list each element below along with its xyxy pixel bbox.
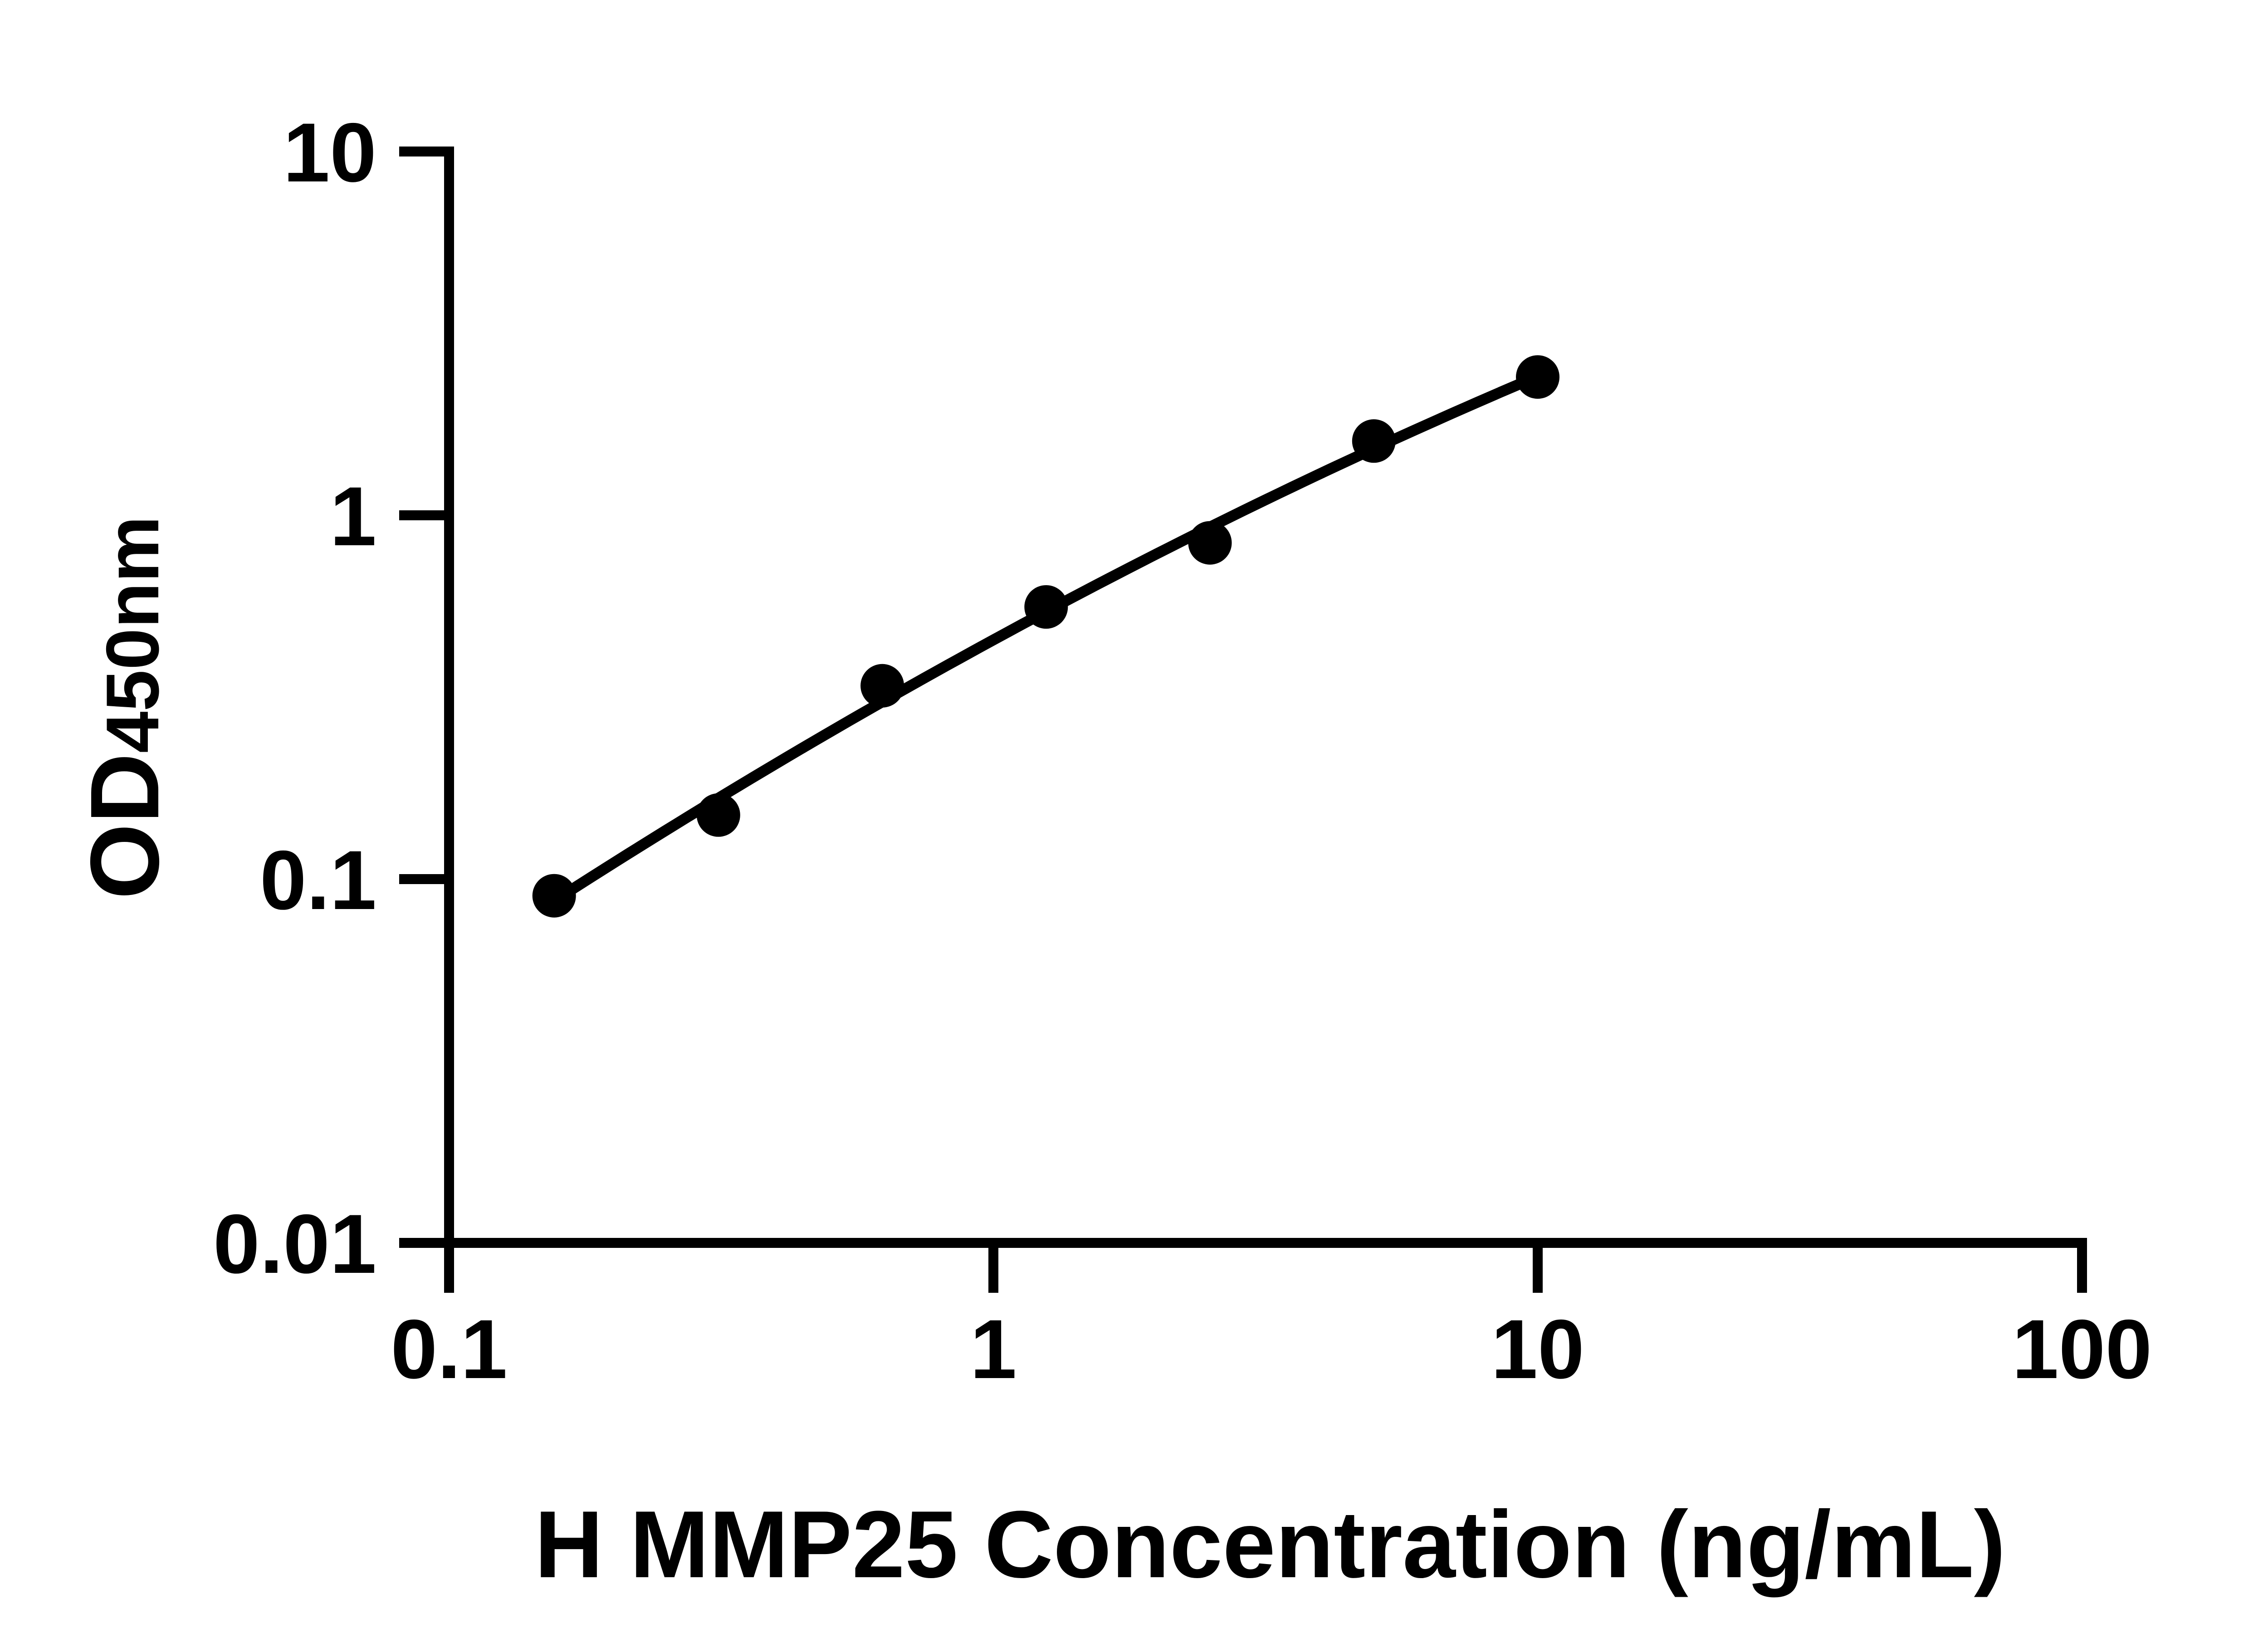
y-axis-title: OD450nm (57, 516, 225, 899)
data-point (696, 793, 740, 837)
x-tick-label-100: 100 (2012, 1303, 2152, 1396)
x-tick-label-1: 1 (970, 1303, 1017, 1396)
y-tick-label-0p01: 0.01 (213, 1198, 376, 1291)
y-tick-label-0p1: 0.1 (259, 834, 376, 927)
y-axis-title-main: OD (70, 753, 179, 900)
y-tick-label-10: 10 (283, 106, 376, 200)
data-point (1188, 521, 1232, 565)
data-point (860, 664, 904, 708)
data-point (532, 874, 576, 918)
x-axis-title: H MMP25 Concentration (ng/mL) (534, 1491, 2006, 1598)
data-point (1516, 355, 1559, 399)
data-point (1352, 419, 1396, 463)
data-point (1024, 585, 1068, 629)
y-tick-label-1: 1 (330, 470, 376, 563)
x-tick-label-0p1: 0.1 (391, 1303, 508, 1396)
y-axis-title-sub: 450nm (91, 516, 174, 753)
x-tick-label-10: 10 (1491, 1303, 1584, 1396)
